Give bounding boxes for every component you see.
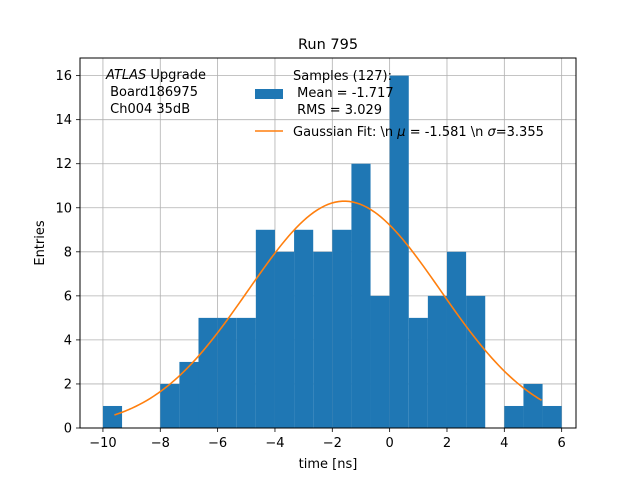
legend-fit-sigma-value: =3.355	[496, 125, 544, 140]
histogram-bar	[179, 361, 199, 428]
x-tick-label: 2	[443, 436, 451, 451]
legend-samples-swatch	[255, 89, 283, 99]
x-axis-label: time [ns]	[299, 457, 358, 472]
histogram-bar	[313, 251, 333, 428]
x-tick-label: 0	[386, 436, 394, 451]
histogram-bar	[294, 229, 314, 428]
x-tick-label: −6	[208, 436, 227, 451]
histogram-bar	[446, 251, 467, 428]
x-tick-label: −2	[323, 436, 342, 451]
x-tick-label: 6	[558, 436, 566, 451]
histogram-bar	[160, 383, 180, 428]
histogram-bar	[236, 317, 256, 428]
histogram-bars	[102, 75, 562, 428]
y-axis-label: Entries	[33, 220, 48, 266]
atlas-annotation: ATLAS Upgrade Board186975 Ch004 35dB	[105, 68, 206, 117]
legend-fit-sigma-symbol: σ	[488, 125, 497, 140]
histogram-bar	[102, 405, 123, 428]
histogram-bar	[351, 163, 371, 428]
histogram-bar	[274, 251, 295, 428]
axes-frame	[79, 57, 577, 429]
board-label: Board186975	[106, 85, 198, 100]
histogram-bar	[217, 317, 237, 428]
gaussian-fit-line	[114, 200, 543, 416]
y-tick-label: 14	[55, 113, 72, 128]
histogram-bar	[427, 295, 447, 428]
channel-label: Ch004 35dB	[106, 102, 190, 117]
histogram-bar	[504, 405, 524, 428]
y-tick-label: 16	[55, 69, 72, 84]
chart-title: Run 795	[298, 37, 358, 53]
x-tick-label: 4	[500, 436, 508, 451]
upgrade-label: Upgrade	[146, 68, 206, 83]
y-tick-label: 12	[55, 157, 72, 172]
y-tick-label: 0	[64, 422, 72, 437]
legend: Samples (127): Mean = -1.717 RMS = 3.029…	[255, 69, 544, 140]
gaussian-fit-curve	[114, 200, 543, 416]
annotation-line-1: ATLAS Upgrade	[105, 68, 206, 83]
x-tick-label: −8	[151, 436, 170, 451]
histogram-bar	[370, 295, 390, 428]
y-tick-label: 2	[64, 377, 72, 392]
y-tick-label: 4	[64, 333, 72, 348]
histogram-bar	[389, 75, 409, 428]
y-tick-label: 10	[55, 201, 72, 216]
histogram-bar	[332, 229, 352, 428]
y-tick-label: 8	[64, 245, 72, 260]
x-tick-label: −10	[89, 436, 116, 451]
legend-fit-mu-symbol: μ	[396, 125, 405, 140]
legend-samples-mean: Mean = -1.717	[293, 86, 394, 101]
x-tick-label: −4	[265, 436, 284, 451]
legend-fit-mu-value: = -1.581 \n	[406, 125, 488, 140]
histogram-bar	[255, 229, 275, 428]
atlas-label: ATLAS	[105, 68, 146, 83]
legend-fit-label: Gaussian Fit: \n μ = -1.581 \n σ=3.355	[293, 125, 544, 140]
histogram-bar	[198, 317, 218, 428]
y-tick-label: 6	[64, 289, 72, 304]
legend-samples-title: Samples (127):	[293, 69, 392, 84]
histogram-bar	[542, 405, 562, 428]
legend-samples-rms: RMS = 3.029	[293, 103, 382, 118]
axis-ticks: −10 −8 −6 −4 −2 0 2 4 6 0 2 4 6 8 10 12 14 16	[55, 69, 565, 451]
histogram-bar	[466, 295, 486, 428]
histogram-bar	[523, 383, 543, 428]
histogram-bar	[408, 317, 428, 428]
legend-fit-prefix: Gaussian Fit: \n	[293, 125, 397, 140]
